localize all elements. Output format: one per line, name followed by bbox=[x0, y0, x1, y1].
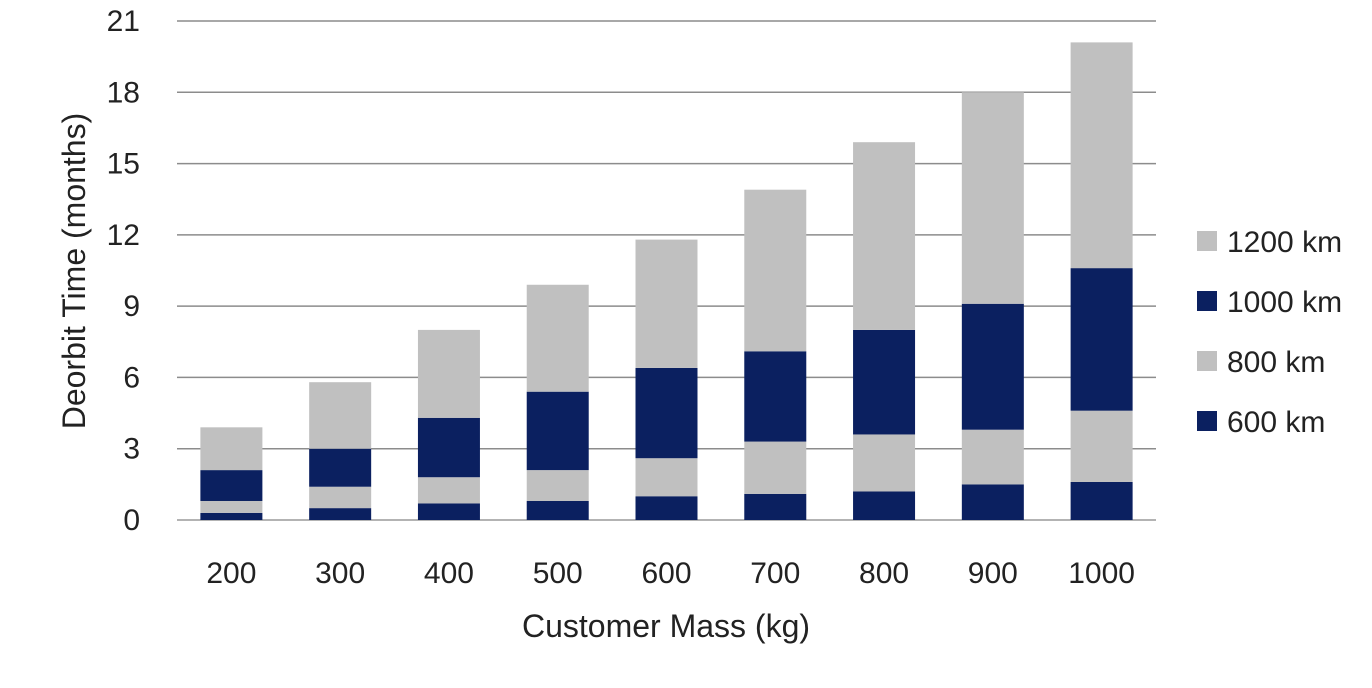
x-axis-title: Customer Mass (kg) bbox=[522, 608, 810, 644]
legend-label: 600 km bbox=[1227, 406, 1325, 439]
legend-swatch bbox=[1197, 231, 1217, 251]
bar-segment bbox=[744, 441, 807, 494]
bar-segment bbox=[200, 512, 263, 520]
bar-segment bbox=[417, 477, 480, 504]
bar-segment bbox=[853, 491, 916, 520]
legend-item: 1200 km bbox=[1197, 226, 1342, 259]
bar-segment bbox=[200, 427, 263, 471]
bar-segment bbox=[1070, 481, 1133, 520]
legend-swatch bbox=[1197, 351, 1217, 371]
axes: 0 3 6 9 12 15 18 21 200 300 400 500 600 700 800 900 1000 bbox=[107, 5, 1135, 590]
x-tick-label: 600 bbox=[641, 557, 691, 590]
bar-segment bbox=[309, 486, 372, 509]
bar-segment bbox=[961, 484, 1024, 520]
legend: 1200 km 1000 km 800 km 600 km bbox=[1197, 226, 1342, 439]
bar-segment bbox=[309, 508, 372, 520]
x-tick-label: 200 bbox=[206, 557, 256, 590]
bar-segment bbox=[744, 493, 807, 520]
x-tick-label: 1000 bbox=[1068, 557, 1135, 590]
bar-segment bbox=[635, 367, 698, 459]
bar-segment bbox=[635, 239, 698, 368]
bar-segment bbox=[526, 500, 589, 520]
bar-segment bbox=[853, 434, 916, 492]
y-tick-label: 21 bbox=[107, 5, 140, 38]
bar-segment bbox=[635, 458, 698, 497]
x-tick-label: 400 bbox=[424, 557, 474, 590]
bar-segment bbox=[744, 351, 807, 442]
bar-segment bbox=[853, 329, 916, 435]
bar-segment bbox=[635, 496, 698, 520]
bar-segment bbox=[1070, 268, 1133, 411]
bar-segment bbox=[417, 503, 480, 520]
bar-segment bbox=[309, 448, 372, 487]
x-tick-label: 800 bbox=[859, 557, 909, 590]
bar-segment bbox=[309, 382, 372, 449]
x-tick-label: 500 bbox=[533, 557, 583, 590]
bar-segment bbox=[526, 284, 589, 392]
bar-segment bbox=[1070, 42, 1133, 269]
bar-segment bbox=[200, 500, 263, 513]
y-tick-label: 15 bbox=[107, 148, 140, 181]
y-tick-label: 0 bbox=[123, 504, 140, 537]
legend-label: 1000 km bbox=[1227, 286, 1342, 319]
bar-segment bbox=[417, 329, 480, 418]
bar-segment bbox=[853, 142, 916, 330]
y-axis-title: Deorbit Time (months) bbox=[56, 113, 92, 430]
y-tick-label: 12 bbox=[107, 219, 140, 252]
legend-swatch bbox=[1197, 411, 1217, 431]
legend-item: 1000 km bbox=[1197, 286, 1342, 319]
bar-segment bbox=[1070, 410, 1133, 482]
bar-segment bbox=[961, 92, 1024, 304]
y-tick-label: 6 bbox=[123, 361, 140, 394]
bars bbox=[200, 42, 1133, 520]
legend-label: 1200 km bbox=[1227, 226, 1342, 259]
bar-segment bbox=[417, 417, 480, 478]
y-tick-label: 18 bbox=[107, 76, 140, 109]
bar-segment bbox=[200, 470, 263, 501]
bar-segment bbox=[744, 189, 807, 352]
y-tick-label: 9 bbox=[123, 290, 140, 323]
bar-segment bbox=[526, 391, 589, 471]
bar-segment bbox=[961, 303, 1024, 430]
x-tick-label: 700 bbox=[750, 557, 800, 590]
legend-swatch bbox=[1197, 291, 1217, 311]
legend-item: 800 km bbox=[1197, 346, 1325, 379]
bar-segment bbox=[526, 470, 589, 501]
y-tick-label: 3 bbox=[123, 433, 140, 466]
bar-segment bbox=[961, 429, 1024, 485]
x-tick-label: 300 bbox=[315, 557, 365, 590]
legend-label: 800 km bbox=[1227, 346, 1325, 379]
x-tick-label: 900 bbox=[968, 557, 1018, 590]
legend-item: 600 km bbox=[1197, 406, 1325, 439]
